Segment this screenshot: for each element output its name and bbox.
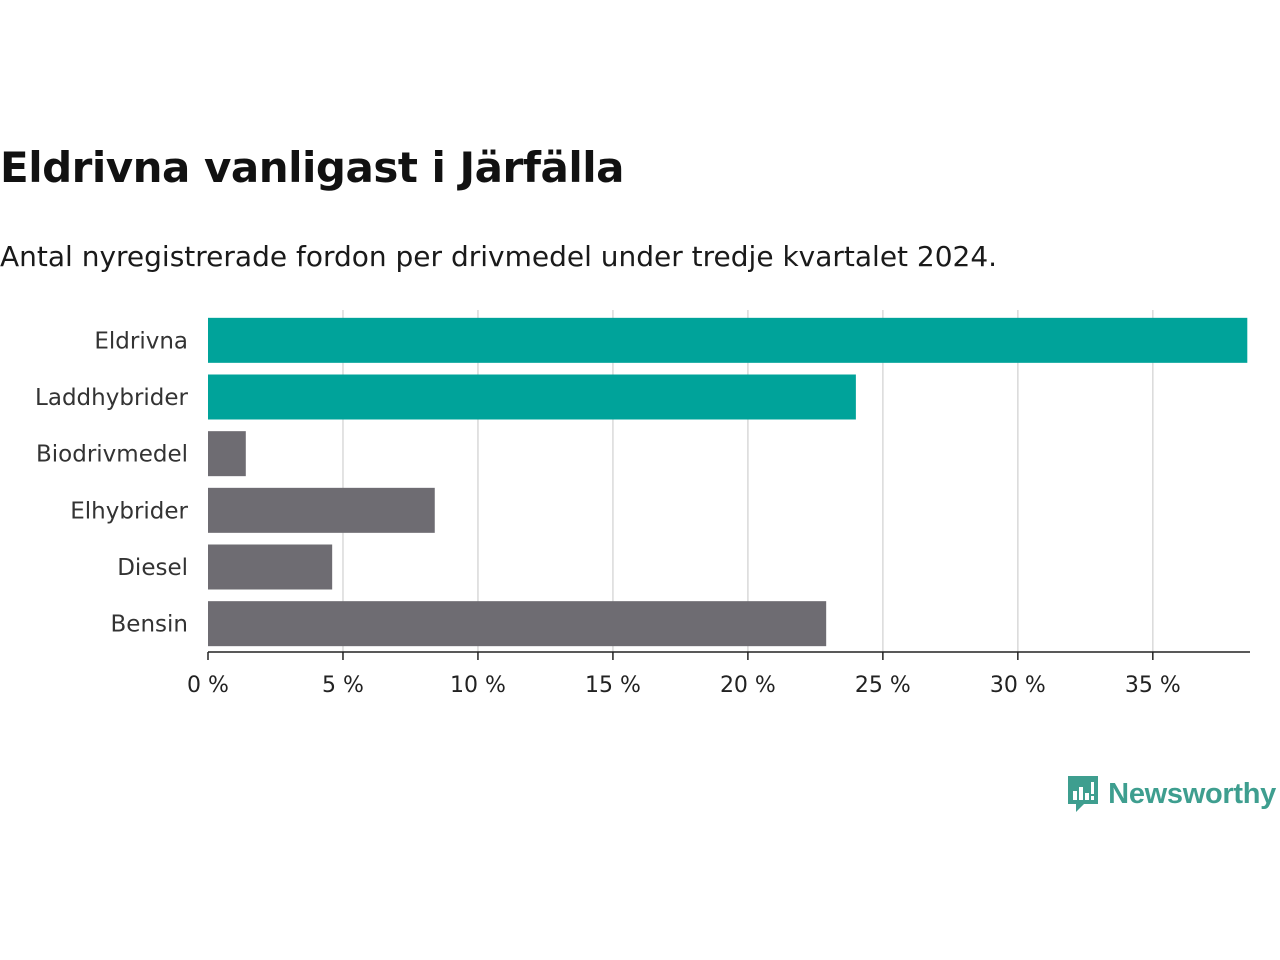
x-tick-label: 35 % xyxy=(1125,673,1181,698)
bar-laddhybrider xyxy=(208,374,856,420)
category-label: Biodrivmedel xyxy=(36,442,188,468)
category-label: Eldrivna xyxy=(94,328,188,354)
x-tick-label: 15 % xyxy=(585,673,641,698)
bars xyxy=(208,317,1248,647)
category-labels: Eldrivna Laddhybrider Biodrivmedel Elhybrid… xyxy=(35,328,188,637)
x-tick-label: 5 % xyxy=(322,673,364,698)
category-label: Laddhybrider xyxy=(35,385,188,411)
x-tick-label: 25 % xyxy=(855,673,911,698)
bar-biodrivmedel xyxy=(208,431,246,477)
category-label: Bensin xyxy=(111,612,188,638)
x-axis: 0 % 5 % 10 % 15 % 20 % 25 % 30 % 35 % xyxy=(187,651,1250,698)
x-tick-label: 0 % xyxy=(187,673,229,698)
category-label: Elhybrider xyxy=(70,498,188,524)
bar-diesel xyxy=(208,544,333,590)
x-tick-label: 10 % xyxy=(450,673,506,698)
brand-logo: Newsworthy xyxy=(1066,774,1276,814)
chart-subtitle: Antal nyregistrerade fordon per drivmede… xyxy=(0,240,998,273)
newsworthy-logo-icon xyxy=(1068,776,1099,812)
brand-name: Newsworthy xyxy=(1108,777,1276,810)
category-label: Diesel xyxy=(117,555,188,581)
x-tick-label: 30 % xyxy=(990,673,1046,698)
x-tick-label: 20 % xyxy=(720,673,776,698)
bar-eldrivna xyxy=(208,317,1248,363)
bar-bensin xyxy=(208,601,827,647)
bar-elhybrider xyxy=(208,487,435,533)
chart-title: Eldrivna vanligast i Järfälla xyxy=(0,143,624,192)
grid-lines xyxy=(342,310,1154,652)
